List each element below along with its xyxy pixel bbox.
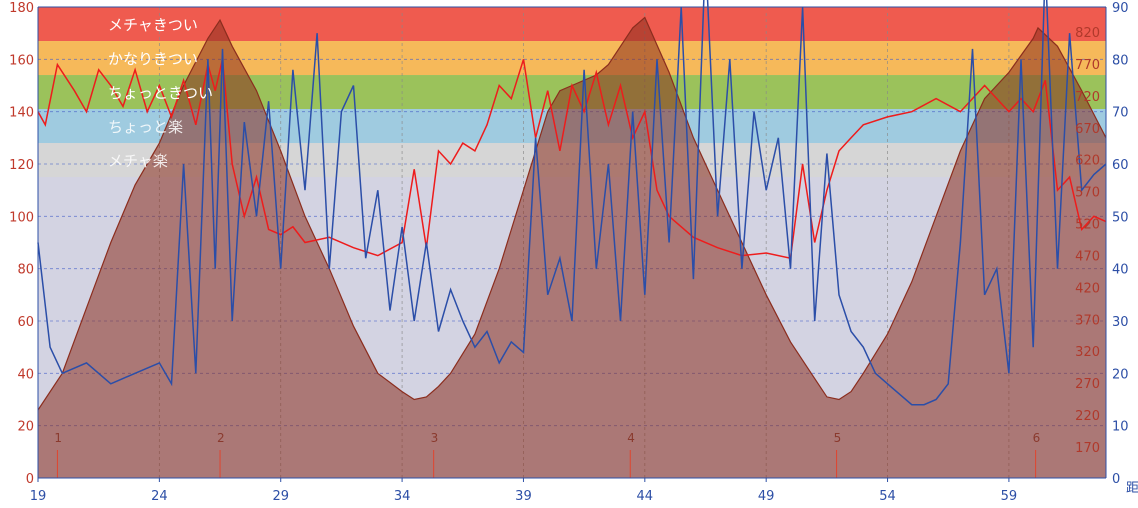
y-right-red-tick-220: 220 — [1075, 409, 1100, 424]
y-right-tick-70: 70 — [1112, 106, 1129, 121]
lap-marker-label-3: 3 — [431, 431, 439, 445]
y-right-red-tick-570: 570 — [1075, 186, 1100, 201]
y-left-tick-80: 80 — [17, 263, 34, 278]
y-left-tick-140: 140 — [9, 106, 34, 121]
axes: 0204060801001201401601800102030405060708… — [9, 1, 1138, 504]
zone-label-0: メチャきつい — [108, 16, 198, 34]
lap-marker-label-6: 6 — [1033, 431, 1041, 445]
y-left-tick-60: 60 — [17, 315, 34, 330]
lap-marker-label-2: 2 — [217, 431, 225, 445]
x-tick-39: 39 — [515, 489, 532, 504]
heart-rate-series — [37, 59, 1107, 260]
y-right-red-tick-270: 270 — [1075, 377, 1100, 392]
lap-marker-label-5: 5 — [834, 431, 842, 445]
y-right-tick-10: 10 — [1112, 420, 1129, 435]
y-right-red-tick-820: 820 — [1075, 26, 1100, 41]
y-left-tick-40: 40 — [17, 367, 34, 382]
x-tick-44: 44 — [637, 489, 654, 504]
y-right-red-tick-370: 370 — [1075, 313, 1100, 328]
y-right-red-tick-770: 770 — [1075, 58, 1100, 73]
x-axis-label: 距 — [1126, 481, 1138, 496]
y-right-tick-90: 90 — [1112, 1, 1129, 16]
y-right-tick-30: 30 — [1112, 315, 1129, 330]
zone-label-1: かなりきつい — [108, 50, 198, 68]
x-tick-59: 59 — [1001, 489, 1018, 504]
x-tick-49: 49 — [758, 489, 775, 504]
y-left-tick-0: 0 — [26, 472, 34, 487]
x-tick-19: 19 — [30, 489, 47, 504]
lap-marker-label-1: 1 — [54, 431, 62, 445]
y-left-tick-120: 120 — [9, 158, 34, 173]
x-tick-34: 34 — [394, 489, 411, 504]
y-left-tick-160: 160 — [9, 53, 34, 68]
zone-label-4: メチャ楽 — [108, 152, 168, 170]
y-right-tick-60: 60 — [1112, 158, 1129, 173]
y-right-red-tick-170: 170 — [1075, 441, 1100, 456]
y-left-tick-180: 180 — [9, 1, 34, 16]
heart-rate-line — [37, 59, 1107, 260]
y-right-tick-40: 40 — [1112, 263, 1129, 278]
cadence-series — [37, 0, 1107, 406]
y-right-red-tick-670: 670 — [1075, 122, 1100, 137]
zone-band-0 — [38, 7, 1106, 42]
lap-markers: 1 2 3 4 5 6 — [54, 431, 1040, 478]
x-tick-54: 54 — [879, 489, 896, 504]
y-right-red-tick-720: 720 — [1075, 90, 1100, 105]
y-right-tick-20: 20 — [1112, 367, 1129, 382]
y-left-tick-20: 20 — [17, 420, 34, 435]
zone-label-2: ちょっときつい — [108, 84, 213, 102]
x-tick-24: 24 — [151, 489, 168, 504]
x-tick-29: 29 — [272, 489, 289, 504]
zone-label-3: ちょっと楽 — [108, 118, 183, 136]
y-right-tick-0: 0 — [1112, 472, 1120, 487]
elevation-area — [38, 17, 1106, 478]
lap-marker-label-4: 4 — [627, 431, 635, 445]
y-right-tick-50: 50 — [1112, 210, 1129, 225]
y-right-red-tick-420: 420 — [1075, 281, 1100, 296]
y-right-red-tick-320: 320 — [1075, 345, 1100, 360]
y-right-red-tick-470: 470 — [1075, 249, 1100, 264]
y-right-tick-80: 80 — [1112, 53, 1129, 68]
y-right-red-tick-520: 520 — [1075, 218, 1100, 233]
y-left-tick-100: 100 — [9, 210, 34, 225]
cadence-line — [37, 0, 1107, 406]
y-right-red-tick-620: 620 — [1075, 154, 1100, 169]
